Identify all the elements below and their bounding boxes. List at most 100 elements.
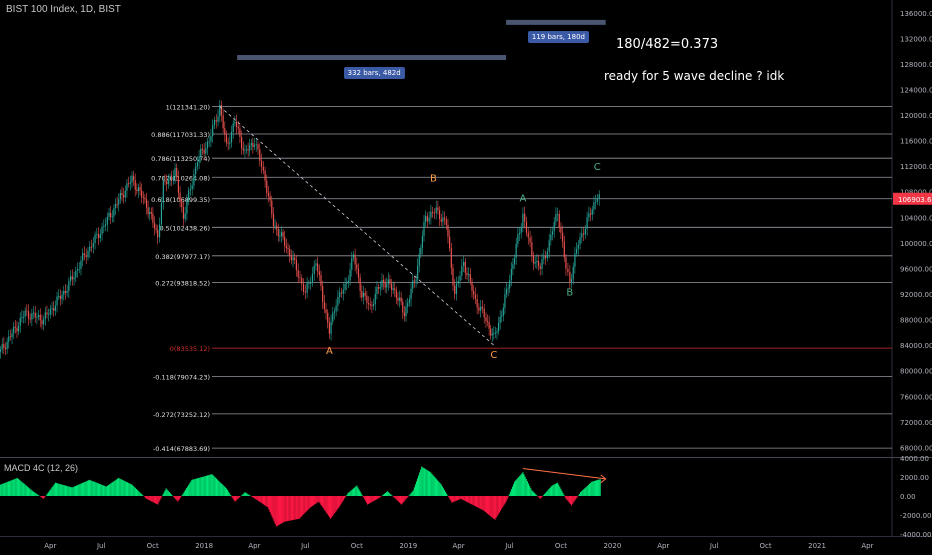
macd-histogram-bar	[145, 496, 146, 498]
macd-histogram-bar	[564, 496, 565, 497]
macd-histogram-bar	[246, 493, 247, 496]
price-candle	[279, 236, 280, 237]
macd-histogram-bar	[40, 496, 41, 497]
macd-histogram-bar	[589, 484, 590, 496]
macd-histogram-bar	[539, 496, 540, 498]
macd-histogram-bar	[159, 496, 160, 501]
macd-histogram-bar	[281, 496, 282, 523]
macd-histogram-bar	[442, 486, 443, 496]
price-candle	[451, 248, 452, 268]
price-candle	[456, 284, 457, 294]
price-axis-tick-label: 136000.00	[900, 10, 932, 18]
price-candle	[477, 299, 478, 307]
macd-histogram-bar	[418, 475, 419, 496]
macd-histogram-bar	[474, 496, 475, 506]
macd-histogram-bar	[190, 482, 191, 496]
macd-histogram-bar	[63, 485, 64, 496]
macd-histogram-bar	[426, 469, 427, 496]
fib-level-label: 0.886(117031.33)	[151, 131, 210, 139]
macd-histogram-bar	[416, 481, 417, 496]
macd-histogram-bar	[135, 488, 136, 496]
macd-histogram-bar	[269, 496, 270, 512]
macd-histogram-bar	[5, 483, 6, 496]
macd-histogram-bar	[32, 491, 33, 496]
price-candle	[319, 271, 320, 275]
price-candle	[360, 278, 361, 292]
macd-histogram-bar	[324, 496, 325, 509]
macd-histogram-bar	[314, 496, 315, 505]
macd-histogram-bar	[435, 478, 436, 496]
price-candle	[365, 293, 366, 296]
macd-histogram-bar	[98, 483, 99, 496]
date-range-label: 332 bars, 482d	[344, 67, 405, 79]
macd-histogram-bar	[443, 488, 444, 496]
macd-histogram-bar	[438, 481, 439, 496]
price-candle	[296, 260, 297, 270]
macd-histogram-bar	[332, 496, 333, 516]
macd-histogram-bar	[527, 481, 528, 496]
price-candle	[193, 174, 194, 185]
macd-histogram-bar	[58, 484, 59, 496]
price-candle	[128, 183, 129, 184]
price-candle	[386, 284, 387, 287]
macd-histogram-bar	[468, 496, 469, 503]
macd-histogram-bar	[152, 496, 153, 502]
price-candle	[20, 318, 21, 326]
macd-histogram-bar	[428, 471, 429, 496]
time-axis-tick-label: 2021	[808, 542, 826, 550]
wave-label: A	[326, 346, 333, 357]
time-axis-tick-label: Apr	[861, 542, 873, 550]
price-candle	[470, 274, 471, 281]
macd-histogram-bar	[179, 496, 180, 498]
price-candle	[337, 297, 338, 306]
price-candle	[593, 202, 594, 209]
macd-histogram-bar	[252, 496, 253, 497]
macd-histogram-bar	[512, 487, 513, 496]
price-candle	[130, 182, 131, 183]
macd-histogram-bar	[342, 496, 343, 502]
macd-histogram-bar	[496, 496, 497, 518]
macd-histogram-bar	[153, 496, 154, 502]
macd-histogram-bar	[76, 486, 77, 496]
macd-histogram-bar	[13, 479, 14, 496]
macd-histogram-bar	[223, 485, 224, 496]
macd-histogram-bar	[331, 496, 332, 517]
price-candle	[314, 266, 315, 274]
price-candle	[249, 145, 250, 150]
price-candle	[380, 287, 381, 289]
macd-histogram-bar	[599, 480, 600, 496]
macd-histogram-bar	[280, 496, 281, 524]
price-candle	[257, 144, 258, 149]
price-candle	[107, 217, 108, 225]
macd-histogram-bar	[104, 486, 105, 496]
price-axis-tick-label: 72000.00	[900, 419, 932, 427]
price-candle	[441, 219, 442, 222]
price-axis-tick-label: 96000.00	[900, 265, 932, 273]
macd-histogram-bar	[260, 496, 261, 502]
macd-histogram-bar	[44, 496, 45, 497]
price-candle	[38, 315, 39, 317]
price-candle	[529, 238, 530, 243]
macd-histogram-bar	[160, 496, 161, 498]
macd-histogram-bar	[24, 484, 25, 496]
macd-histogram-bar	[587, 486, 588, 496]
macd-histogram-bar	[508, 496, 509, 497]
price-axis-tick-label: 132000.00	[900, 35, 932, 43]
price-candle	[391, 284, 392, 290]
price-candle	[82, 253, 83, 261]
price-candle	[303, 284, 304, 292]
price-candle	[522, 214, 523, 227]
price-candle	[289, 249, 290, 256]
macd-histogram-bar	[351, 490, 352, 496]
macd-histogram-bar	[490, 496, 491, 516]
price-axis-tick-label: 104000.00	[900, 214, 932, 222]
macd-histogram-bar	[350, 491, 351, 496]
macd-histogram-bar	[482, 496, 483, 510]
macd-histogram-bar	[288, 496, 289, 521]
macd-histogram-bar	[486, 496, 487, 513]
macd-histogram-bar	[484, 496, 485, 511]
price-candle	[186, 200, 187, 213]
price-candle	[540, 266, 541, 269]
macd-histogram-bar	[107, 486, 108, 496]
price-candle	[228, 143, 229, 144]
